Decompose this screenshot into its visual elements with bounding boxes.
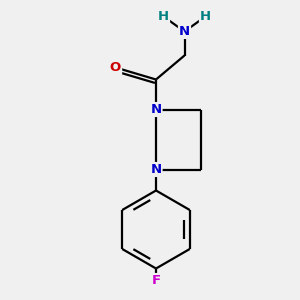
Text: H: H: [158, 10, 169, 23]
Text: N: N: [150, 103, 162, 116]
Text: F: F: [152, 274, 160, 287]
Text: O: O: [110, 61, 121, 74]
Text: H: H: [200, 10, 211, 23]
Text: N: N: [179, 25, 190, 38]
Text: N: N: [150, 163, 162, 176]
